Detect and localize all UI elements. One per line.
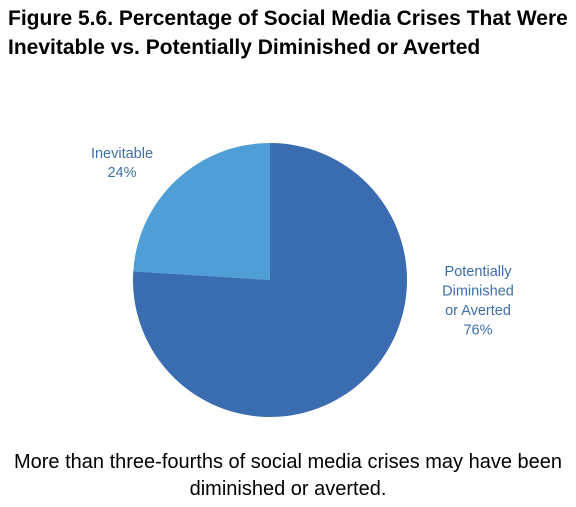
pie-slice-potentially-diminished-or-averted: [133, 143, 408, 417]
chart-caption: More than three-fourths of social media …: [13, 451, 563, 500]
slice-label-potentially-diminished-or-averted: Potentially Diminished or Averted 76%: [442, 264, 514, 339]
slice-label-line: or Averted: [445, 303, 511, 319]
chart-title: Figure 5.6. Percentage of Social Media C…: [8, 7, 568, 59]
pie-slice-inevitable: [133, 143, 270, 280]
slice-label-line: Inevitable: [91, 146, 153, 162]
slice-label-inevitable: Inevitable 24%: [91, 146, 153, 181]
slice-label-line: Potentially: [445, 264, 513, 280]
slice-labels: Inevitable 24% Potentially Diminished or Ave…: [91, 146, 514, 339]
slice-label-line: 76%: [463, 323, 492, 339]
pie-slices: [133, 143, 408, 417]
slice-label-line: Diminished: [442, 284, 514, 300]
slice-label-line: 24%: [107, 165, 136, 181]
